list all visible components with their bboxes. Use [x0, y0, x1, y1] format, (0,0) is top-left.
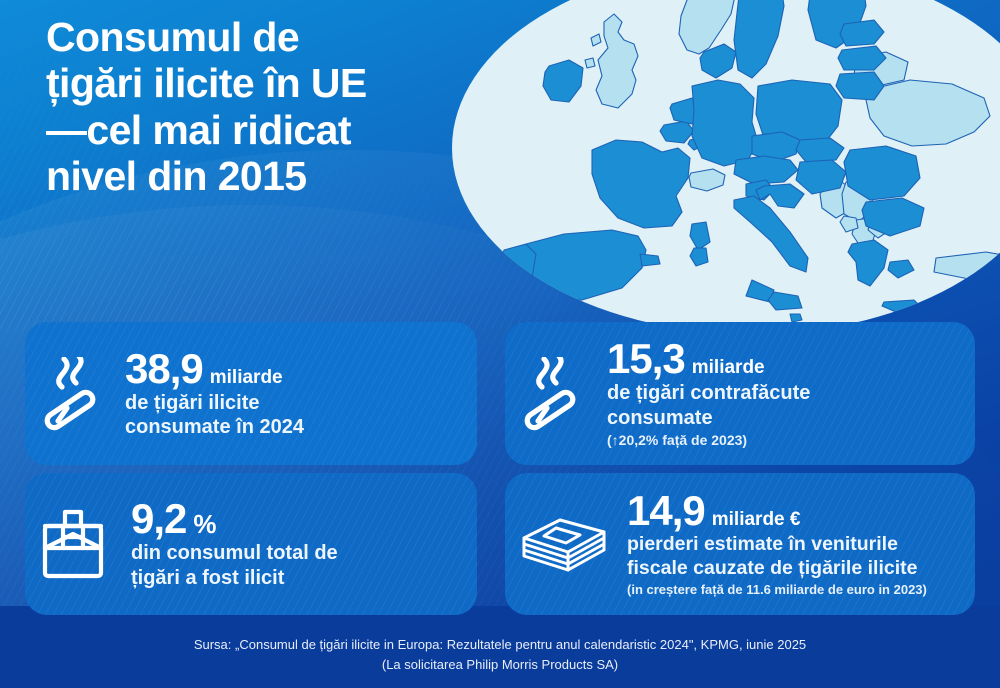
stat-headline-line: 14,9 miliarde € [627, 486, 927, 534]
money-stack-icon [505, 512, 623, 576]
stat-card-illicit-cigarettes-consumed: 38,9 miliarde de țigări ilicite consumat… [25, 322, 477, 465]
cigarette-smoke-icon [25, 356, 121, 431]
stat-card-body: 38,9 miliarde de țigări ilicite consumat… [121, 344, 314, 440]
stat-description: de țigări contrafăcute consumate [607, 382, 811, 429]
stat-value: 38,9 [125, 344, 204, 392]
stat-note: (↑20,2% față de 2023) [607, 431, 748, 448]
map-eu-countries [497, 0, 925, 323]
page-title: Consumul de țigări ilicite în UE —cel ma… [46, 14, 367, 199]
stat-card-body: 9,2 % din consumul total de țigări a fos… [121, 498, 348, 590]
stat-card-estimated-tax-revenue-loss: 14,9 miliarde € pierderi estimate în ven… [505, 473, 975, 615]
stat-unit: miliarde [209, 366, 283, 388]
stat-description: pierderi estimate în veniturile fiscale … [627, 532, 918, 579]
source-citation: Sursa: „Consumul de țigări ilicite in Eu… [193, 637, 807, 672]
stat-headline-line: 38,9 miliarde [125, 344, 304, 392]
stat-value: 14,9 [627, 486, 706, 534]
stat-card-share-of-total-consumption: 9,2 % din consumul total de țigări a fos… [25, 473, 477, 615]
stat-value: 9,2 [131, 495, 187, 543]
cigarette-pack-icon [25, 508, 121, 580]
stat-description: din consumul total de țigări a fost ilic… [131, 542, 338, 589]
stat-unit: % [193, 509, 217, 540]
stat-description: de țigări ilicite consumate în 2024 [125, 391, 304, 438]
stat-card-body: 15,3 miliarde de țigări contrafăcute con… [601, 338, 820, 449]
stat-headline-line: 15,3 miliarde [607, 338, 810, 380]
stat-value: 15,3 [607, 335, 686, 383]
stat-headline-line: 9,2 % [131, 498, 338, 540]
cigarette-smoke-icon [505, 356, 601, 431]
stat-unit: miliarde [691, 357, 765, 379]
europe-map-circle [452, 0, 1000, 334]
stat-card-body: 14,9 miliarde € pierderi estimate în ven… [623, 486, 937, 598]
footer-band [0, 606, 1000, 688]
stat-note: (in creștere față de 11.6 miliarde de eu… [627, 582, 927, 598]
europe-map-svg [497, 0, 1000, 323]
stat-unit: miliarde € [711, 508, 801, 530]
stat-card-counterfeit-cigarettes-consumed: 15,3 miliarde de țigări contrafăcute con… [505, 322, 975, 465]
